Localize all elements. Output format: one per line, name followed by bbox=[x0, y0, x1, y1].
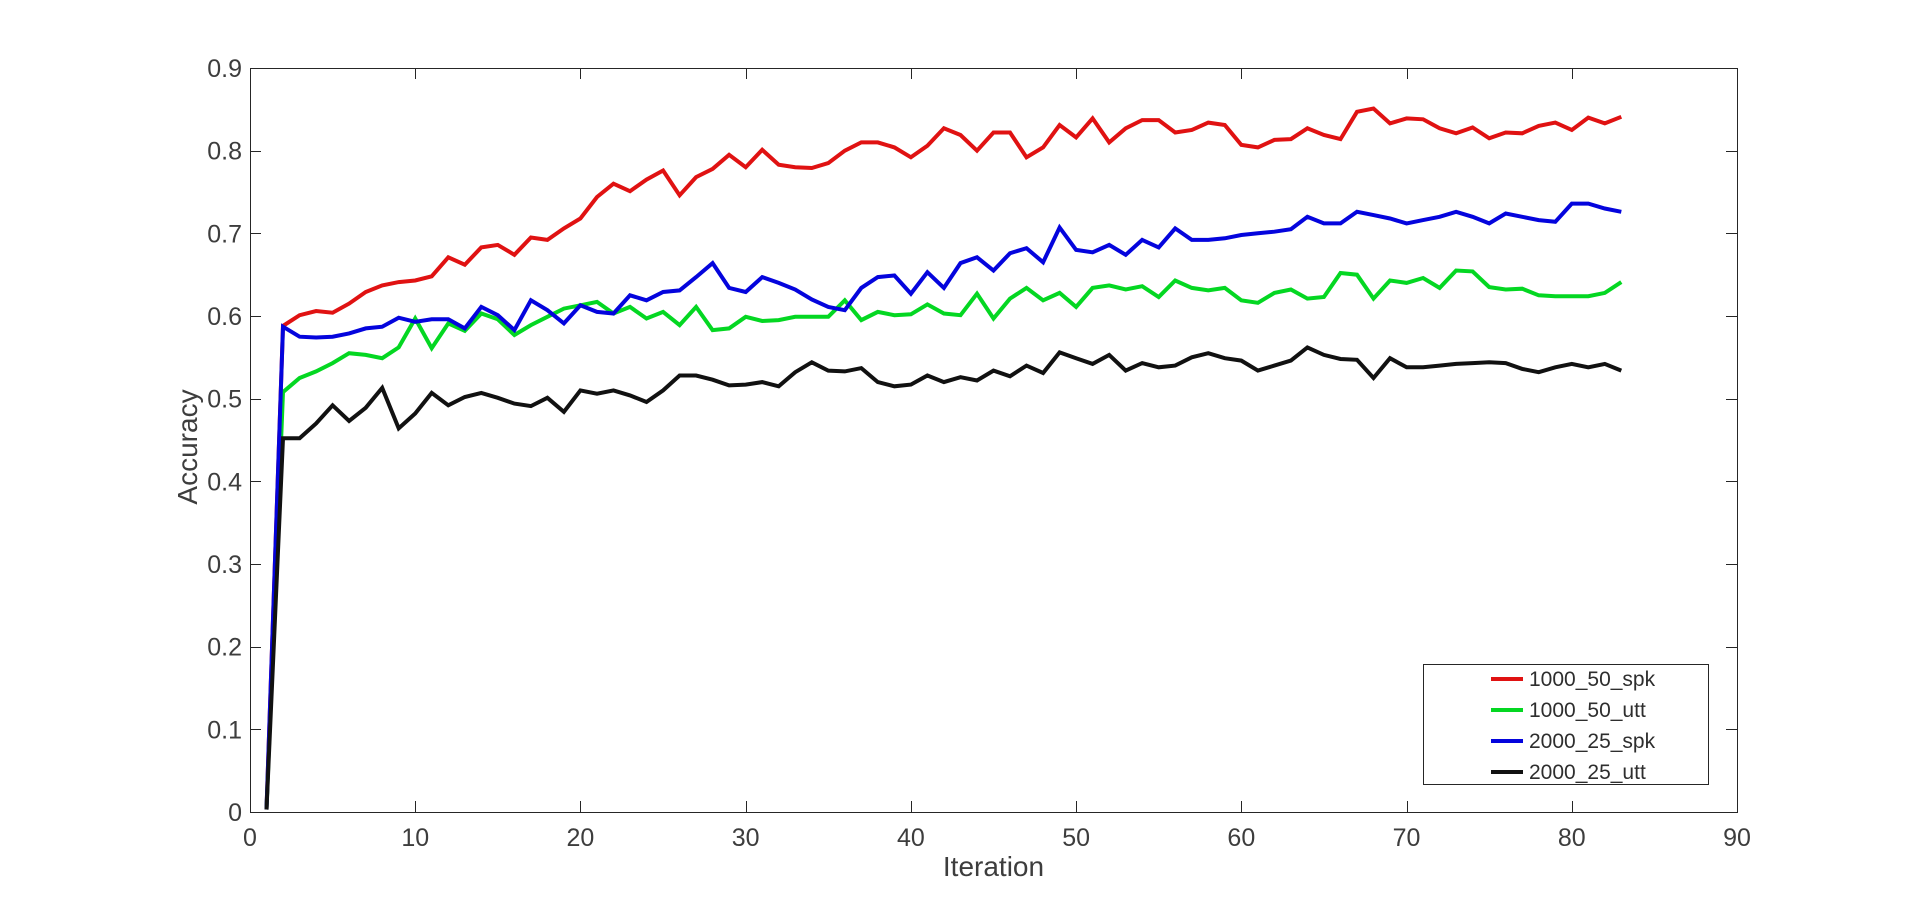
legend-label-2000_25_utt: 2000_25_utt bbox=[1529, 761, 1646, 784]
x-tick-label-30: 30 bbox=[732, 824, 760, 852]
y-axis-label: Accuracy bbox=[172, 389, 203, 504]
y-tick-label-0.5: 0.5 bbox=[207, 386, 242, 414]
series-line-2000_25_spk bbox=[264, 201, 1622, 810]
legend-label-1000_50_utt: 1000_50_utt bbox=[1529, 699, 1646, 722]
y-tick-label-0.3: 0.3 bbox=[207, 551, 242, 579]
series-line-2000_25_utt bbox=[264, 345, 1623, 810]
series-line-1000_50_utt bbox=[264, 268, 1623, 810]
x-tick-label-10: 10 bbox=[401, 824, 429, 852]
x-tick-label-80: 80 bbox=[1558, 824, 1586, 852]
x-tick-label-20: 20 bbox=[567, 824, 595, 852]
y-tick-label-0.4: 0.4 bbox=[207, 468, 242, 496]
y-tick-label-0.2: 0.2 bbox=[207, 634, 242, 662]
x-tick-label-90: 90 bbox=[1723, 824, 1751, 852]
y-tick-label-0.6: 0.6 bbox=[207, 303, 242, 331]
x-tick-label-0: 0 bbox=[243, 824, 257, 852]
legend-box bbox=[1423, 664, 1709, 785]
y-tick-label-0.7: 0.7 bbox=[207, 220, 242, 248]
x-tick-label-60: 60 bbox=[1227, 824, 1255, 852]
y-tick-label-0.1: 0.1 bbox=[207, 716, 242, 744]
y-tick-label-0.9: 0.9 bbox=[207, 55, 242, 83]
legend-label-2000_25_spk: 2000_25_spk bbox=[1529, 730, 1656, 753]
x-tick-label-40: 40 bbox=[897, 824, 925, 852]
y-tick-label-0.8: 0.8 bbox=[207, 138, 242, 166]
series-line-1000_50_spk bbox=[264, 106, 1623, 810]
plot-box bbox=[250, 68, 1738, 813]
legend-label-1000_50_spk: 1000_50_spk bbox=[1529, 668, 1656, 691]
x-axis-label: Iteration bbox=[943, 851, 1044, 882]
x-tick-label-70: 70 bbox=[1393, 824, 1421, 852]
y-tick-label-0: 0 bbox=[228, 799, 242, 827]
x-tick-label-50: 50 bbox=[1062, 824, 1090, 852]
